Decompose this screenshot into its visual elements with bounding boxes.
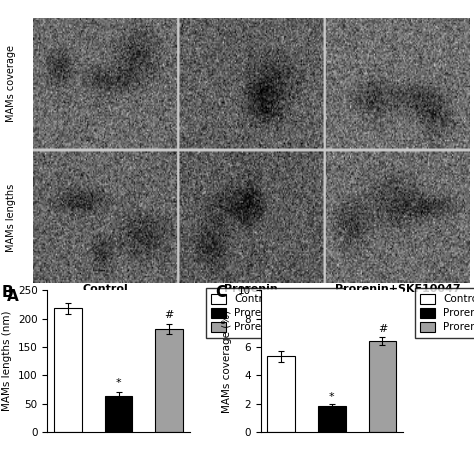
- Bar: [318, 406, 346, 432]
- Text: Control: Control: [82, 284, 128, 294]
- Text: MAMs coverage: MAMs coverage: [6, 45, 16, 122]
- Bar: [155, 329, 183, 432]
- Text: MAMs lengths: MAMs lengths: [6, 184, 16, 252]
- Bar: [105, 396, 132, 432]
- Text: #: #: [164, 310, 174, 320]
- Text: B: B: [2, 284, 14, 300]
- Bar: [369, 341, 396, 432]
- Text: *: *: [329, 392, 335, 401]
- Text: C: C: [215, 284, 226, 300]
- Text: Prorenin+SKF10047: Prorenin+SKF10047: [335, 284, 460, 294]
- Legend: Control, Prorenin, Prorenin+SKF10047: Control, Prorenin, Prorenin+SKF10047: [415, 288, 474, 338]
- Y-axis label: MAMs lengths (nm): MAMs lengths (nm): [2, 311, 12, 411]
- Bar: [54, 308, 82, 432]
- Text: Prorenin: Prorenin: [224, 284, 278, 294]
- Text: A: A: [7, 289, 19, 304]
- Y-axis label: MAMs coverage (%): MAMs coverage (%): [222, 310, 232, 413]
- Text: #: #: [378, 324, 387, 334]
- Bar: [267, 356, 295, 432]
- Legend: Control, Prorenin, Prorenin+SKF10047: Control, Prorenin, Prorenin+SKF10047: [206, 288, 344, 338]
- Text: *: *: [116, 378, 121, 388]
